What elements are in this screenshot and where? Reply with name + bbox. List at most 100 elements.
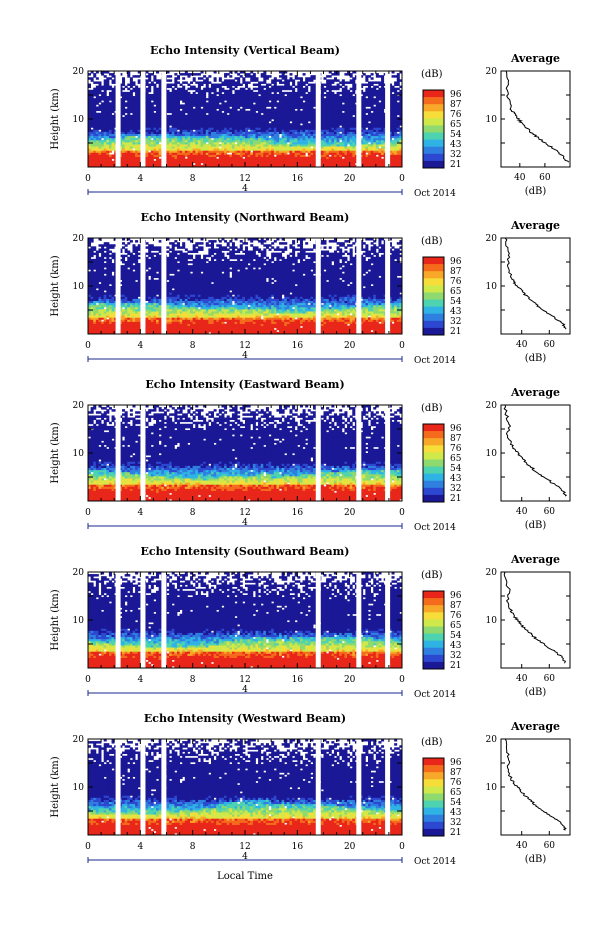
average-title: Average bbox=[510, 720, 560, 733]
date-label: 4 bbox=[242, 184, 248, 194]
avg-y-tick-label: 10 bbox=[486, 449, 498, 459]
data-gap bbox=[356, 238, 361, 334]
colorbar-tick-label: 32 bbox=[450, 317, 461, 327]
colorbar-tick-label: 32 bbox=[450, 484, 461, 494]
colorbar-tick-label: 76 bbox=[450, 110, 462, 120]
avg-y-tick-label: 20 bbox=[486, 401, 498, 411]
avg-y-tick-label: 20 bbox=[486, 735, 498, 745]
colorbar-swatch bbox=[423, 641, 444, 649]
colorbar-unit: (dB) bbox=[421, 403, 443, 414]
colorbar-tick-label: 54 bbox=[450, 464, 462, 474]
data-gap bbox=[116, 739, 121, 835]
colorbar-swatch bbox=[423, 495, 444, 503]
colorbar-tick-label: 21 bbox=[450, 327, 461, 337]
avg-y-tick-label: 10 bbox=[486, 115, 498, 125]
colorbar-swatch bbox=[423, 161, 444, 169]
data-gap bbox=[161, 71, 166, 167]
colorbar-swatch bbox=[423, 147, 444, 155]
colorbar-swatch bbox=[423, 97, 444, 105]
x-tick-label: 20 bbox=[344, 174, 356, 184]
data-gap bbox=[356, 739, 361, 835]
y-tick-label: 20 bbox=[73, 234, 85, 244]
avg-x-tick-label: 60 bbox=[544, 340, 556, 350]
data-gap bbox=[116, 572, 121, 668]
x-tick-label: 12 bbox=[239, 174, 250, 184]
x-tick-label: 12 bbox=[239, 675, 250, 685]
month-label: Oct 2014 bbox=[414, 523, 456, 533]
average-frame bbox=[501, 405, 570, 501]
y-axis-label: Height (km) bbox=[50, 422, 61, 483]
average-title: Average bbox=[510, 52, 560, 65]
colorbar-swatch bbox=[423, 459, 444, 467]
date-label: 4 bbox=[242, 518, 248, 528]
colorbar-swatch bbox=[423, 758, 444, 766]
colorbar-tick-label: 96 bbox=[450, 424, 462, 434]
heatmap-cells bbox=[88, 238, 402, 334]
avg-x-tick-label: 60 bbox=[544, 507, 556, 517]
colorbar-swatch bbox=[423, 285, 444, 293]
y-axis-label: Height (km) bbox=[50, 756, 61, 817]
average-title: Average bbox=[510, 386, 560, 399]
colorbar-tick-label: 65 bbox=[450, 287, 462, 297]
panel-title: Echo Intensity (Southward Beam) bbox=[141, 545, 350, 558]
colorbar-swatch bbox=[423, 154, 444, 162]
month-label: Oct 2014 bbox=[414, 857, 456, 867]
avg-x-axis-label: (dB) bbox=[525, 520, 547, 531]
colorbar-swatch bbox=[423, 598, 444, 606]
colorbar-swatch bbox=[423, 793, 444, 801]
avg-x-tick-label: 60 bbox=[539, 173, 551, 183]
colorbar-tick-label: 87 bbox=[450, 434, 462, 444]
y-tick-label: 20 bbox=[73, 67, 85, 77]
colorbar-swatch bbox=[423, 140, 444, 148]
x-tick-label: 16 bbox=[292, 842, 304, 852]
data-gap bbox=[116, 405, 121, 501]
avg-x-tick-label: 40 bbox=[516, 340, 528, 350]
x-tick-label: 20 bbox=[344, 341, 356, 351]
avg-x-axis-label: (dB) bbox=[525, 353, 547, 364]
colorbar-swatch bbox=[423, 829, 444, 837]
data-gap bbox=[116, 238, 121, 334]
colorbar-swatch bbox=[423, 822, 444, 830]
month-label: Oct 2014 bbox=[414, 690, 456, 700]
x-tick-label: 0 bbox=[399, 508, 405, 518]
colorbar-swatch bbox=[423, 300, 444, 308]
x-tick-label: 20 bbox=[344, 675, 356, 685]
average-profile-line bbox=[504, 572, 565, 663]
colorbar-swatch bbox=[423, 815, 444, 823]
colorbar-swatch bbox=[423, 772, 444, 780]
x-tick-label: 0 bbox=[399, 341, 405, 351]
colorbar-tick-label: 43 bbox=[450, 474, 462, 484]
x-tick-label: 16 bbox=[292, 174, 304, 184]
x-tick-label: 8 bbox=[190, 341, 196, 351]
x-tick-label: 4 bbox=[137, 341, 143, 351]
average-title: Average bbox=[510, 553, 560, 566]
heatmap-cells bbox=[88, 71, 402, 167]
avg-y-tick-label: 20 bbox=[486, 234, 498, 244]
colorbar-swatch bbox=[423, 662, 444, 670]
colorbar-tick-label: 76 bbox=[450, 611, 462, 621]
colorbar-swatch bbox=[423, 445, 444, 453]
colorbar-swatch bbox=[423, 452, 444, 460]
colorbar-swatch bbox=[423, 474, 444, 482]
colorbar-tick-label: 21 bbox=[450, 661, 461, 671]
x-tick-label: 16 bbox=[292, 508, 304, 518]
avg-x-tick-label: 40 bbox=[516, 674, 528, 684]
y-tick-label: 10 bbox=[73, 282, 85, 292]
colorbar-swatch bbox=[423, 605, 444, 613]
average-profile-line bbox=[505, 238, 566, 329]
colorbar-swatch bbox=[423, 801, 444, 809]
colorbar-swatch bbox=[423, 619, 444, 627]
colorbar-swatch bbox=[423, 292, 444, 300]
echo-panel-0: Echo Intensity (Vertical Beam)1020Height… bbox=[50, 44, 570, 199]
colorbar-tick-label: 21 bbox=[450, 494, 461, 504]
x-tick-label: 4 bbox=[137, 675, 143, 685]
colorbar-swatch bbox=[423, 328, 444, 336]
colorbar-swatch bbox=[423, 481, 444, 489]
avg-x-tick-label: 40 bbox=[514, 173, 526, 183]
panel-title: Echo Intensity (Vertical Beam) bbox=[150, 44, 340, 57]
average-frame bbox=[501, 238, 570, 334]
data-gap bbox=[161, 739, 166, 835]
colorbar-swatch bbox=[423, 467, 444, 475]
colorbar-swatch bbox=[423, 424, 444, 432]
y-tick-label: 10 bbox=[73, 449, 85, 459]
